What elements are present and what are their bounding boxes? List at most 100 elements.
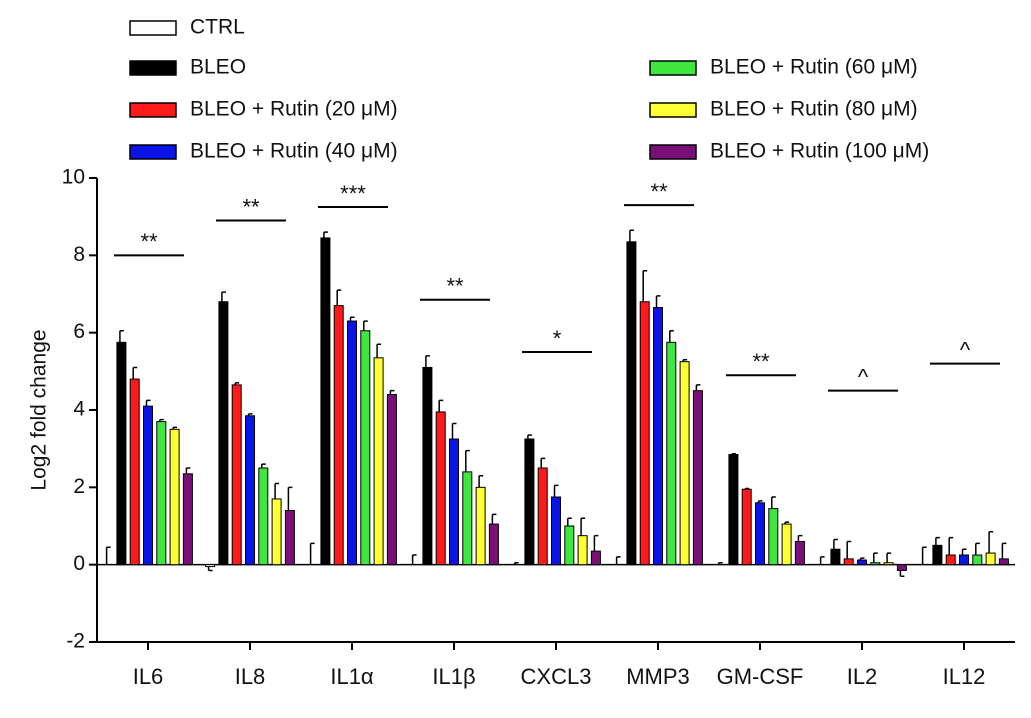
- bar: [843, 558, 854, 566]
- y-tick-label: 0: [73, 552, 85, 575]
- error-bar: [921, 546, 927, 565]
- error-bar: [438, 399, 444, 412]
- bar: [449, 438, 459, 566]
- bar: [945, 554, 956, 566]
- error-bar: [593, 534, 599, 552]
- error-bar: [642, 270, 648, 302]
- error-bar: [221, 291, 226, 302]
- bar: [360, 330, 371, 566]
- bar: [932, 544, 943, 566]
- error-bar: [185, 467, 191, 474]
- bar: [551, 496, 561, 566]
- bar: [985, 552, 996, 566]
- error-bar: [580, 517, 586, 536]
- error-bar: [309, 542, 315, 565]
- bar: [768, 508, 779, 566]
- bar: [524, 438, 535, 566]
- bar: [129, 378, 140, 566]
- bar: [156, 421, 167, 566]
- error-bar: [425, 355, 430, 368]
- y-axis-label: Log2 fold change: [28, 329, 51, 490]
- bar: [653, 307, 663, 566]
- error-bar: [886, 552, 892, 563]
- legend-label: BLEO + Rutin (60 μM): [710, 56, 918, 79]
- error-bar: [757, 500, 763, 503]
- x-tick-label: IL12: [943, 664, 986, 689]
- error-bar: [145, 399, 151, 407]
- error-bar: [771, 496, 776, 509]
- bar: [435, 411, 446, 566]
- legend-swatch: [129, 20, 177, 36]
- error-bar: [935, 536, 940, 546]
- error-bar: [615, 556, 621, 565]
- error-bar: [172, 426, 178, 430]
- legend-label: BLEO + Rutin (40 μM): [190, 140, 398, 163]
- bar: [781, 523, 792, 566]
- y-tick-label: 8: [73, 243, 85, 266]
- error-bar: [819, 556, 825, 565]
- bar: [373, 357, 384, 566]
- y-tick-label: 6: [73, 320, 85, 343]
- legend-swatch: [129, 102, 177, 118]
- error-bar: [988, 531, 994, 554]
- legend-label: CTRL: [190, 16, 245, 39]
- significance-label: **: [446, 274, 464, 299]
- error-bar: [132, 366, 138, 380]
- error-bar: [234, 382, 240, 385]
- error-bar: [119, 329, 124, 343]
- bar: [347, 320, 357, 566]
- significance-label: **: [140, 229, 158, 254]
- bar: [692, 390, 703, 566]
- bar: [870, 562, 881, 566]
- bar: [679, 361, 690, 566]
- legend-label: BLEO + Rutin (20 μM): [190, 98, 398, 121]
- significance-label: ^: [960, 337, 971, 362]
- bar: [577, 535, 588, 566]
- x-tick-label: IL2: [847, 664, 878, 689]
- legend-label: BLEO + Rutin (80 μM): [710, 98, 918, 121]
- x-tick-label: IL1α: [330, 664, 374, 689]
- error-bar: [948, 536, 954, 555]
- error-bar: [207, 566, 213, 572]
- y-tick-label: -2: [66, 630, 85, 653]
- y-tick-label: 2: [73, 475, 85, 498]
- error-bar: [784, 521, 790, 525]
- bar: [143, 405, 153, 566]
- y-tick-label: 4: [73, 398, 85, 421]
- bar: [728, 453, 739, 566]
- error-bar: [629, 229, 634, 242]
- x-tick-label: CXCL3: [521, 664, 592, 689]
- error-bar: [411, 554, 417, 565]
- x-tick-label: MMP3: [626, 664, 690, 689]
- legend-swatch: [129, 60, 177, 76]
- error-bar: [695, 384, 701, 391]
- error-bar: [451, 422, 457, 439]
- error-bar: [287, 486, 293, 511]
- bar: [205, 564, 216, 568]
- significance-label: **: [650, 179, 668, 204]
- significance-label: **: [752, 349, 770, 374]
- bar: [741, 488, 752, 566]
- bar: [666, 341, 677, 566]
- bar: [218, 301, 229, 566]
- significance-label: *: [553, 326, 562, 351]
- error-bar: [717, 561, 723, 565]
- error-bar: [491, 513, 497, 525]
- error-bar: [336, 289, 342, 306]
- error-bar: [567, 517, 572, 526]
- error-bar: [363, 320, 368, 331]
- bar: [245, 415, 255, 566]
- bar: [896, 564, 907, 571]
- error-bar: [744, 487, 750, 490]
- error-bar: [478, 474, 484, 488]
- bar: [231, 384, 242, 566]
- significance-label: **: [242, 194, 260, 219]
- bar: [386, 394, 397, 566]
- error-bar: [961, 548, 967, 555]
- x-tick-label: IL8: [235, 664, 266, 689]
- x-tick-label: IL1β: [432, 664, 475, 689]
- bar: [320, 237, 331, 566]
- bar: [116, 341, 127, 566]
- legend-label: BLEO: [190, 56, 246, 79]
